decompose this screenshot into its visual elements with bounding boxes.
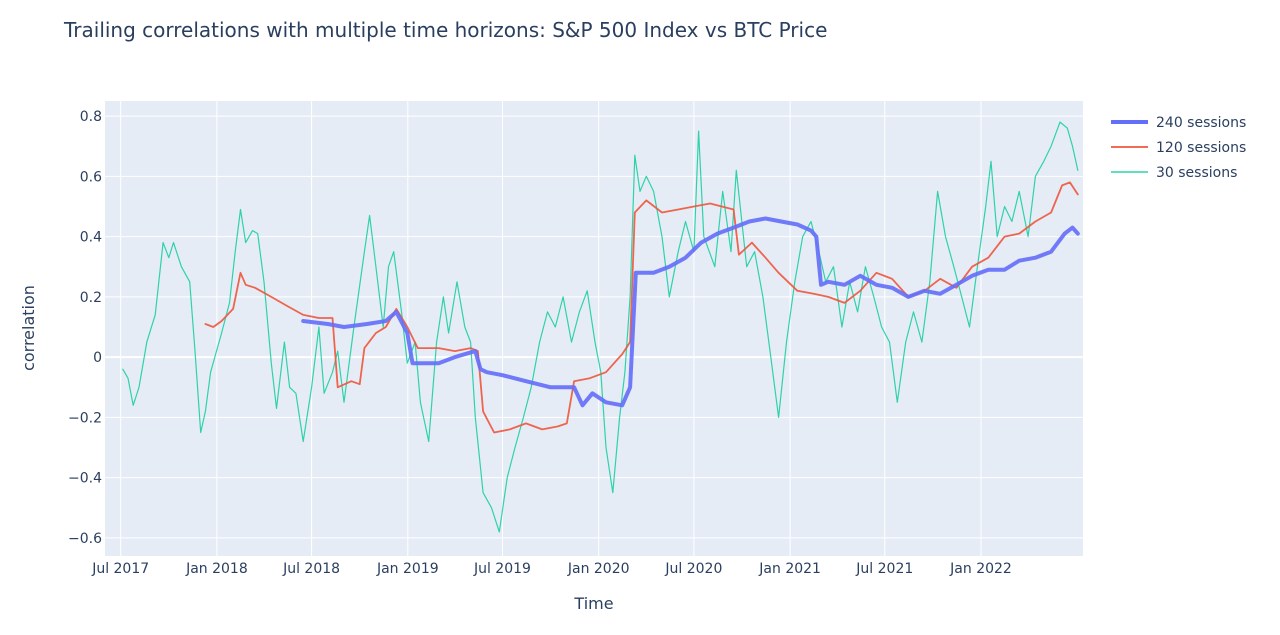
- y-tick-label: 0.8: [80, 109, 102, 125]
- y-tick-label: −0.6: [68, 531, 102, 547]
- legend-item-240-sessions[interactable]: 240 sessions: [1111, 115, 1246, 131]
- y-tick-label: −0.4: [68, 471, 102, 487]
- y-tick-label: 0: [93, 350, 102, 366]
- x-tick-label: Jan 2022: [949, 561, 1012, 577]
- x-tick-label: Jul 2018: [282, 561, 340, 577]
- legend-label: 30 sessions: [1156, 165, 1237, 181]
- x-tick-label: Jul 2021: [855, 561, 913, 577]
- x-tick-label: Jan 2019: [376, 561, 439, 577]
- series-line-30-sessions: [122, 121, 1079, 533]
- legend-item-120-sessions[interactable]: 120 sessions: [1111, 140, 1246, 156]
- x-tick-label: Jan 2020: [567, 561, 630, 577]
- y-tick-label: 0.4: [80, 230, 102, 246]
- plot-background: [105, 101, 1083, 556]
- x-axis-title: Time: [573, 594, 613, 613]
- y-tick-label: −0.2: [68, 410, 102, 426]
- series-line-240-sessions: [301, 216, 1080, 408]
- legend-label: 240 sessions: [1156, 115, 1246, 131]
- x-tick-label: Jan 2021: [758, 561, 821, 577]
- y-axis-title: correlation: [19, 285, 38, 371]
- x-tick-label: Jul 2017: [91, 561, 149, 577]
- x-tick-label: Jul 2019: [473, 561, 531, 577]
- legend-item-30-sessions[interactable]: 30 sessions: [1111, 165, 1237, 181]
- y-tick-label: 0.2: [80, 290, 102, 306]
- legend-label: 120 sessions: [1156, 140, 1246, 156]
- x-tick-label: Jul 2020: [664, 561, 722, 577]
- y-tick-label: 0.6: [80, 169, 102, 185]
- plot-area: Jul 2017 Jan 2018 Jul 2018 Jan 2019 Jul 2019…: [68, 101, 1083, 577]
- chart-title: Trailing correlations with multiple time…: [63, 18, 827, 42]
- x-tick-label: Jan 2018: [185, 561, 248, 577]
- legend[interactable]: 240 sessions 120 sessions 30 sessions: [1111, 115, 1246, 181]
